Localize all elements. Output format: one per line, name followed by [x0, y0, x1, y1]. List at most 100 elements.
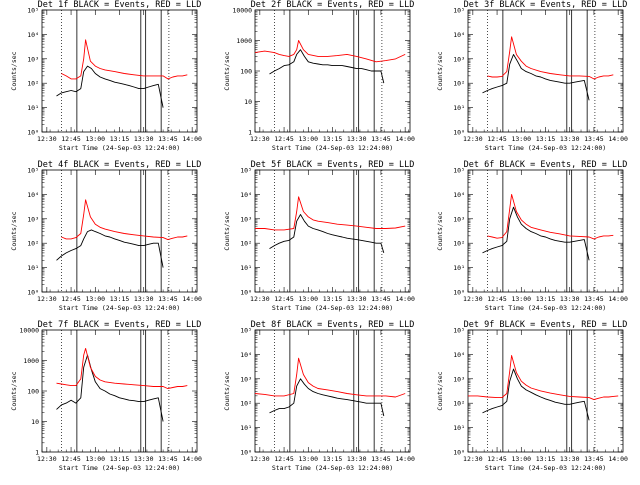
x-tick-label: 12:45 [487, 135, 507, 143]
x-tick-label: 12:45 [487, 455, 507, 463]
y-tick-label: 10⁵ [453, 327, 465, 335]
series-events-line [56, 65, 164, 108]
x-tick-label: 14:00 [395, 295, 415, 303]
x-tick-label: 13:15 [323, 135, 343, 143]
x-tick-label: 13:45 [371, 455, 391, 463]
y-tick-label: 10⁴ [453, 31, 465, 39]
series-lld-line [61, 39, 188, 80]
x-tick-label: 13:30 [560, 135, 580, 143]
y-tick-label: 10⁴ [453, 191, 465, 199]
y-tick-label: 10⁵ [453, 167, 465, 175]
panel-det-7: Det 7f BLACK = Events, RED = LLD 1 10 100 10… [10, 320, 202, 472]
y-axis-label: Counts/sec [10, 51, 18, 90]
y-tick-label: 10 [244, 98, 252, 106]
panel-det-5: Det 5f BLACK = Events, RED = LLD 10⁰ 10¹ 10… [223, 160, 415, 312]
y-tick-label: 100 [27, 388, 39, 396]
x-tick-label: 13:15 [110, 295, 130, 303]
x-tick-label: 12:30 [37, 135, 57, 143]
series-events-line [269, 214, 385, 254]
x-tick-label: 14:00 [182, 295, 202, 303]
y-axis-label: Counts/sec [10, 371, 18, 410]
x-tick-label: 13:30 [347, 295, 367, 303]
x-tick-label: 12:30 [463, 135, 483, 143]
x-tick-label: 13:45 [584, 135, 604, 143]
x-tick-label: 13:00 [298, 135, 318, 143]
x-tick-label: 12:45 [487, 295, 507, 303]
x-tick-label: 13:45 [584, 455, 604, 463]
y-tick-label: 10⁰ [453, 289, 465, 297]
x-tick-label: 14:00 [608, 295, 628, 303]
series-lld-line [56, 347, 188, 390]
y-tick-label: 10² [453, 240, 465, 248]
panel-title: Det 4f BLACK = Events, RED = LLD [38, 160, 202, 170]
series-events-line [482, 368, 590, 421]
x-axis-label: Start Time (24-Sep-03 12:24:00) [485, 144, 606, 152]
x-tick-label: 12:45 [61, 135, 81, 143]
plot-frame [467, 329, 624, 453]
panel-det-8: Det 8f BLACK = Events, RED = LLD 10⁰ 10¹ 10… [223, 320, 415, 472]
y-tick-label: 10⁴ [240, 191, 252, 199]
panel-title: Det 7f BLACK = Events, RED = LLD [38, 320, 202, 330]
y-tick-label: 10³ [453, 375, 465, 383]
x-tick-label: 12:30 [463, 295, 483, 303]
x-tick-label: 12:45 [61, 455, 81, 463]
x-tick-label: 14:00 [182, 455, 202, 463]
y-axis-label: Counts/sec [436, 211, 444, 250]
y-axis-label: Counts/sec [10, 211, 18, 250]
x-tick-label: 12:30 [250, 135, 270, 143]
x-tick-label: 13:45 [158, 295, 178, 303]
y-tick-label: 1000 [23, 357, 39, 365]
y-tick-label: 1 [35, 449, 39, 457]
x-axis-label: Start Time (24-Sep-03 12:24:00) [59, 304, 180, 312]
series-lld-line [255, 196, 406, 231]
y-tick-label: 10⁰ [240, 449, 252, 457]
x-tick-label: 14:00 [608, 455, 628, 463]
x-tick-label: 13:15 [536, 455, 556, 463]
panel-title: Det 1f BLACK = Events, RED = LLD [38, 0, 202, 10]
panel-title: Det 8f BLACK = Events, RED = LLD [251, 320, 415, 330]
y-tick-label: 10² [240, 240, 252, 248]
plot-frame [254, 169, 411, 293]
plot-frame [41, 329, 198, 453]
x-axis-label: Start Time (24-Sep-03 12:24:00) [272, 144, 393, 152]
y-tick-label: 10¹ [27, 264, 39, 272]
x-tick-label: 12:30 [463, 455, 483, 463]
panel-det-1: Det 1f BLACK = Events, RED = LLD 10⁰ 10¹ 10… [10, 0, 202, 152]
x-axis-label: Start Time (24-Sep-03 12:24:00) [272, 464, 393, 472]
y-tick-label: 10⁰ [27, 129, 39, 137]
y-tick-label: 10⁰ [240, 289, 252, 297]
y-tick-label: 10¹ [240, 264, 252, 272]
y-tick-label: 10⁰ [453, 129, 465, 137]
y-tick-label: 10⁵ [240, 327, 252, 335]
x-tick-label: 13:00 [85, 135, 105, 143]
y-tick-label: 10³ [240, 375, 252, 383]
x-tick-label: 12:30 [250, 295, 270, 303]
plot-frame [467, 9, 624, 133]
x-tick-label: 13:30 [560, 455, 580, 463]
x-tick-label: 12:30 [250, 455, 270, 463]
x-tick-label: 13:15 [110, 455, 130, 463]
x-axis-label: Start Time (24-Sep-03 12:24:00) [272, 304, 393, 312]
y-tick-label: 10⁴ [27, 31, 39, 39]
panel-det-2: Det 2f BLACK = Events, RED = LLD 1 10 100 10… [223, 0, 415, 152]
panel-det-3: Det 3f BLACK = Events, RED = LLD 10⁰ 10¹ 10… [436, 0, 628, 152]
x-tick-label: 12:30 [37, 295, 57, 303]
x-tick-label: 13:45 [371, 135, 391, 143]
y-tick-label: 10³ [453, 215, 465, 223]
y-tick-label: 10000 [19, 327, 39, 335]
y-tick-label: 10² [453, 80, 465, 88]
y-tick-label: 10³ [240, 215, 252, 223]
x-tick-label: 13:15 [323, 295, 343, 303]
x-tick-label: 13:00 [85, 455, 105, 463]
y-tick-label: 10⁰ [27, 289, 39, 297]
y-tick-label: 10¹ [453, 424, 465, 432]
panel-det-4: Det 4f BLACK = Events, RED = LLD 10⁰ 10¹ 10… [10, 160, 202, 312]
x-tick-label: 12:45 [274, 135, 294, 143]
series-events-line [56, 229, 164, 268]
x-tick-label: 14:00 [608, 135, 628, 143]
series-lld-line [254, 357, 406, 398]
panel-title: Det 2f BLACK = Events, RED = LLD [251, 0, 415, 10]
x-tick-label: 12:30 [37, 455, 57, 463]
series-lld-line [487, 193, 614, 240]
